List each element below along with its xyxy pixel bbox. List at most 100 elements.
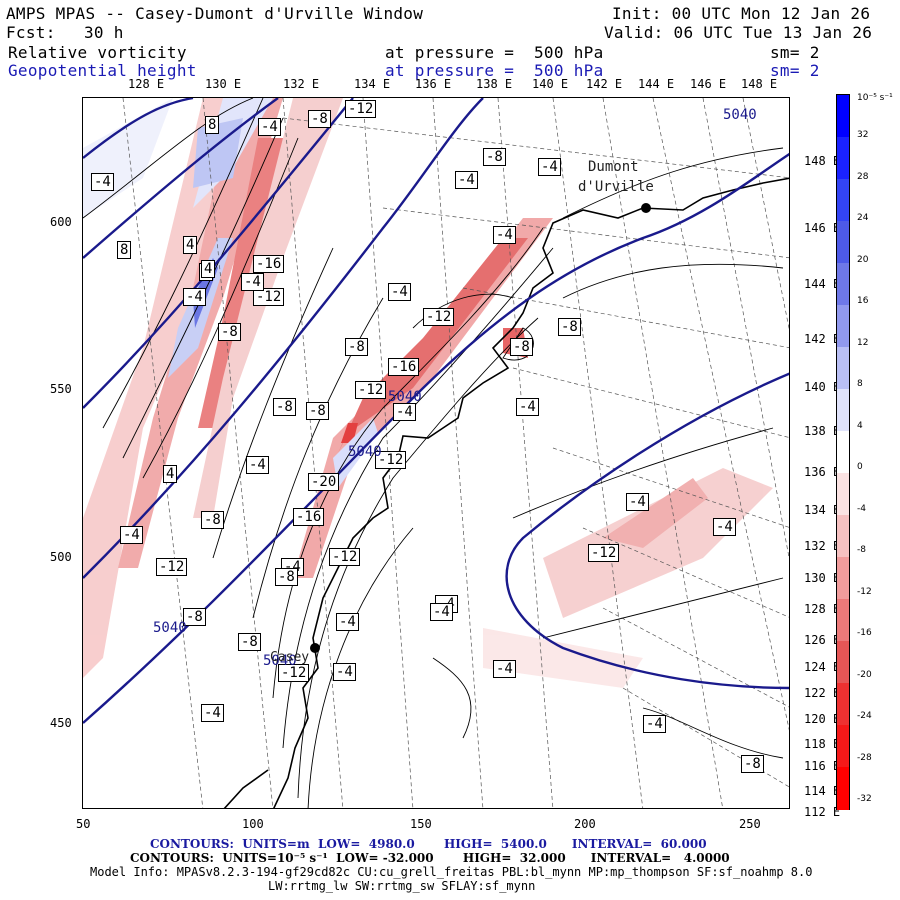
colorbar-segment: [837, 137, 849, 180]
field1-level: at pressure = 500 hPa: [385, 43, 604, 62]
top-lon-label: 140 E: [532, 77, 569, 91]
forecast-label: Fcst:: [6, 23, 56, 42]
top-lon-label: 146 E: [690, 77, 727, 91]
colorbar-segment: [837, 263, 849, 306]
x-tick-label: 150: [410, 817, 432, 831]
footer-contours-height: CONTOURS: UNITS=m LOW= 4980.0 HIGH= 5400…: [150, 837, 707, 851]
vorticity-contour-label: 4: [163, 465, 178, 483]
colorbar-tick-label: 4: [857, 420, 863, 431]
y-tick-label: 450: [50, 716, 72, 730]
height-contour-label: 5040: [723, 107, 757, 123]
height-contour-label: 5040: [153, 620, 187, 636]
vorticity-contour-label: -8: [201, 511, 224, 529]
height-contour-label: 5040: [388, 389, 422, 405]
vorticity-contour-label: -8: [483, 148, 506, 166]
colorbar-tick-label: 8: [857, 379, 863, 389]
colorbar-segment: [837, 431, 849, 474]
colorbar-segment: [837, 179, 849, 222]
x-tick-label: 200: [574, 817, 596, 831]
footer-contours-vorticity: CONTOURS: UNITS=10⁻⁵ s⁻¹ LOW= -32.000 HI…: [130, 851, 730, 865]
dumont-label-line1: Dumont: [588, 159, 639, 175]
vorticity-contour-label: -8: [275, 568, 298, 586]
vorticity-contour-label: -4: [258, 118, 281, 136]
vorticity-contour-label: -8: [558, 318, 581, 336]
right-lon-label: 114 E: [804, 784, 841, 798]
vorticity-contour-label: -4: [333, 663, 356, 681]
colorbar-segment: [837, 725, 849, 768]
field1-smoothing: sm= 2: [770, 43, 820, 62]
x-tick-label: 250: [739, 817, 761, 831]
right-lon-label: 134 E: [804, 503, 841, 517]
vorticity-contour-label: -16: [253, 255, 285, 273]
vorticity-contour-label: -12: [156, 558, 188, 576]
colorbar-segment: [837, 683, 849, 726]
colorbar-tick-label: 16: [857, 296, 869, 306]
colorbar-segment: [837, 641, 849, 684]
colorbar: [836, 94, 850, 810]
vorticity-contour-label: -12: [375, 451, 407, 469]
field2-name: Geopotential height: [8, 61, 197, 80]
vorticity-contour-label: -12: [588, 544, 620, 562]
top-lon-label: 132 E: [283, 77, 320, 91]
vorticity-contour-label: -12: [253, 288, 285, 306]
colorbar-tick-label: -16: [857, 628, 872, 638]
vorticity-contour-label: -4: [430, 603, 453, 621]
right-lon-label: 116 E: [804, 759, 841, 773]
colorbar-segment: [837, 515, 849, 558]
colorbar-tick-label: 24: [857, 213, 869, 223]
colorbar-segment: [837, 557, 849, 600]
vorticity-contour-label: -8: [308, 110, 331, 128]
forecast-hour: 30 h: [84, 23, 124, 42]
vorticity-contour-label: -4: [201, 704, 224, 722]
top-lon-label: 138 E: [476, 77, 513, 91]
y-tick-label: 500: [50, 550, 72, 564]
y-tick-label: 600: [50, 215, 72, 229]
colorbar-tick-label: 20: [857, 254, 869, 265]
footer-model-info-line2: LW:rrtmg_lw SW:rrtmg_sw SFLAY:sf_mynn: [268, 879, 536, 893]
right-lon-label: 124 E: [804, 660, 841, 674]
colorbar-segment: [837, 767, 849, 810]
vorticity-contour-label: -8: [345, 338, 368, 356]
top-lon-label: 134 E: [354, 77, 391, 91]
right-lon-label: 146 E: [804, 221, 841, 235]
vorticity-contour-label: -4: [241, 273, 264, 291]
colorbar-tick-label: -4: [857, 503, 866, 514]
coastline: [223, 177, 789, 808]
vorticity-contour-label: -12: [278, 664, 310, 682]
top-lon-label: 142 E: [586, 77, 623, 91]
colorbar-segment: [837, 347, 849, 390]
colorbar-segment: [837, 599, 849, 642]
colorbar-tick-label: 0: [857, 462, 863, 472]
colorbar-tick-label: -28: [857, 752, 872, 763]
vorticity-contour-label: -8: [218, 323, 241, 341]
right-lon-label: 130 E: [804, 571, 841, 585]
right-lon-label: 128 E: [804, 602, 841, 616]
vorticity-contour-label: -4: [246, 456, 269, 474]
x-tick-label: 50: [76, 817, 91, 831]
vorticity-contour-label: -20: [308, 473, 340, 491]
colorbar-tick-label: 28: [857, 171, 869, 182]
right-lon-label: 118 E: [804, 737, 841, 751]
top-lon-label: 136 E: [415, 77, 452, 91]
vorticity-contour-label: -16: [388, 358, 420, 376]
casey-station: [310, 643, 320, 653]
vorticity-contour-label: 8: [117, 241, 132, 259]
dumont-durville-station: [641, 203, 651, 213]
vorticity-contour-label: -4: [493, 226, 516, 244]
right-lon-label: 122 E: [804, 686, 841, 700]
map-panel: 8-4-8-12-48444-4-16-12-8-4-8-12-16-12-8-…: [82, 97, 790, 809]
vorticity-contour-label: -4: [626, 493, 649, 511]
field2-level: at pressure = 500 hPa: [385, 61, 604, 80]
vorticity-contour-label: -12: [355, 381, 387, 399]
top-lon-label: 130 E: [205, 77, 242, 91]
map-svg: [83, 98, 789, 808]
colorbar-tick-label: 12: [857, 337, 869, 348]
top-lon-label: 144 E: [638, 77, 675, 91]
vorticity-contour-label: -4: [493, 660, 516, 678]
vorticity-contours: [83, 98, 784, 808]
y-tick-label: 550: [50, 382, 72, 396]
right-lon-label: 126 E: [804, 633, 841, 647]
vorticity-contour-label: -4: [643, 715, 666, 733]
map-title: AMPS MPAS -- Casey-Dumont d'Urville Wind…: [6, 4, 424, 23]
vorticity-contour-label: -4: [120, 526, 143, 544]
